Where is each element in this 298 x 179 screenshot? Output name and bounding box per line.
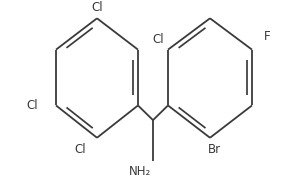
Text: F: F (264, 30, 271, 43)
Text: Br: Br (207, 143, 221, 156)
Text: Cl: Cl (152, 33, 164, 46)
Text: Cl: Cl (91, 1, 103, 14)
Text: Cl: Cl (26, 99, 38, 112)
Text: Cl: Cl (74, 143, 86, 156)
Text: NH₂: NH₂ (129, 165, 151, 178)
